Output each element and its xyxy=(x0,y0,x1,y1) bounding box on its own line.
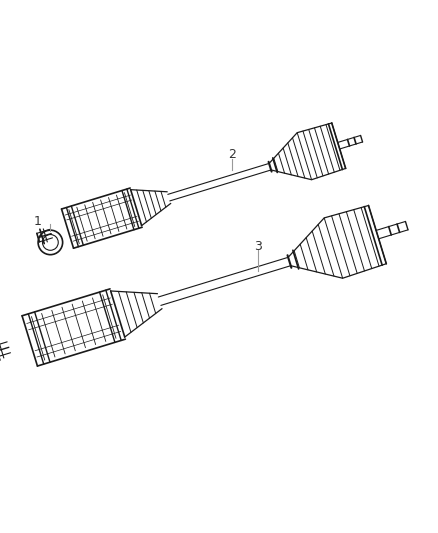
Text: 3: 3 xyxy=(254,240,262,253)
Text: 2: 2 xyxy=(228,148,236,161)
Text: 1: 1 xyxy=(34,215,42,228)
